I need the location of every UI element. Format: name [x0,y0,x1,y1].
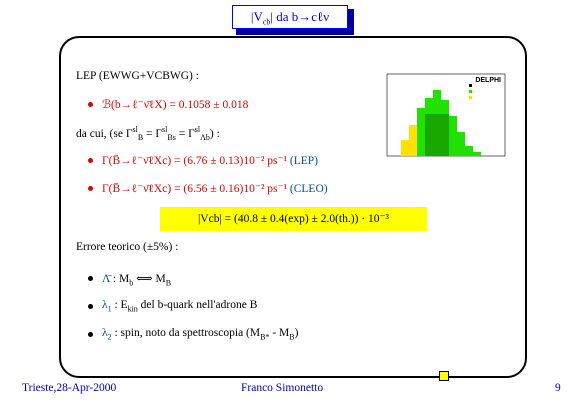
frame [59,36,527,378]
text-line: Errore teorico (±5%) : [76,241,179,253]
text-part: Γ(B̄→ℓ⁻ν̄ℓXc) = (6.76 ± 0.13)10⁻² ps⁻¹ [102,155,288,167]
text-part: Γ(B̄→ℓ⁻ν̄ℓXc) = (6.56 ± 0.16)10⁻² ps⁻¹ [102,183,288,195]
text-part: 2 [107,332,112,342]
bullet [88,158,93,163]
bullet [88,332,93,337]
text-part: sl [194,125,201,134]
text-part: (LEP) [289,155,319,167]
title-part: |V [250,9,263,24]
text-part: λ [102,327,108,339]
inset-plot: DELPHI [386,73,506,157]
text-part: sl [162,125,168,134]
text-part: B [289,332,295,342]
bullet [88,276,93,281]
nav-square[interactable] [439,371,449,381]
text-part: ) [294,327,299,339]
text-line: Γ(B̄→ℓ⁻ν̄ℓXc) = (6.56 ± 0.16)10⁻² ps⁻¹ (… [102,181,328,195]
text-line: Λ̄ : Mb ⟺ MB [102,271,171,287]
bullet [88,304,93,309]
text-part: = Γ [143,127,163,140]
text-part: da cui, (se Γ [76,127,133,140]
text-part: - M [269,327,290,339]
footer-page: 9 [555,382,561,394]
text-part: del b-quark nell'adrone B [137,299,258,311]
plot-label: DELPHI [475,77,501,84]
text-line: Γ(B̄→ℓ⁻ν̄ℓXc) = (6.76 ± 0.13)10⁻² ps⁻¹ (… [102,153,318,167]
title-part: | da b→cℓν [270,9,330,24]
footer-center: Franco Simonetto [241,382,324,394]
result-box: |Vcb| = (40.8 ± 0.4(exp) ± 2.0(th.)) · 1… [160,207,427,231]
text-part: λ [102,299,108,311]
text-part: B [165,278,172,288]
text-part: ⟺ M [133,273,166,285]
text-part: B [137,133,144,143]
title-box: |Vcb| da b→cℓν [232,5,348,29]
text-part: B* [260,332,270,342]
text-part: ) : [209,127,220,140]
text-part: 1 [107,304,112,314]
text-line: LEP (EWWG+VCBWG) : [76,70,199,82]
title-part: cb [262,17,271,27]
text-part: b [129,278,134,288]
footer-left: Trieste,28-Apr-2000 [22,382,117,394]
text-part: : M [110,273,130,285]
bullet [88,186,93,191]
text-line: λ2 : spin, noto da spettroscopia (MB* - … [102,327,298,341]
text-part: Λ̄ [102,273,111,285]
text-part: : spin, noto da spettroscopia (M [111,327,261,339]
bullet [88,102,93,107]
text-part: sl [132,125,138,134]
text-part: (CLEO) [289,183,328,195]
text-part: = Γ [175,127,195,140]
text-part: Λb [200,133,210,143]
text-part: Bs [167,133,176,143]
text-part: kin [127,304,138,314]
text-part: : E [111,299,128,311]
histogram [401,84,481,156]
text-line: da cui, (se ΓslB = ΓslBs = ΓslΛb) : [76,125,220,142]
text-line: λ1 : Ekin del b-quark nell'adrone B [102,299,257,313]
text-line: ℬ(b→ℓ⁻ν̄ℓX) = 0.1058 ± 0.018 [102,99,249,111]
